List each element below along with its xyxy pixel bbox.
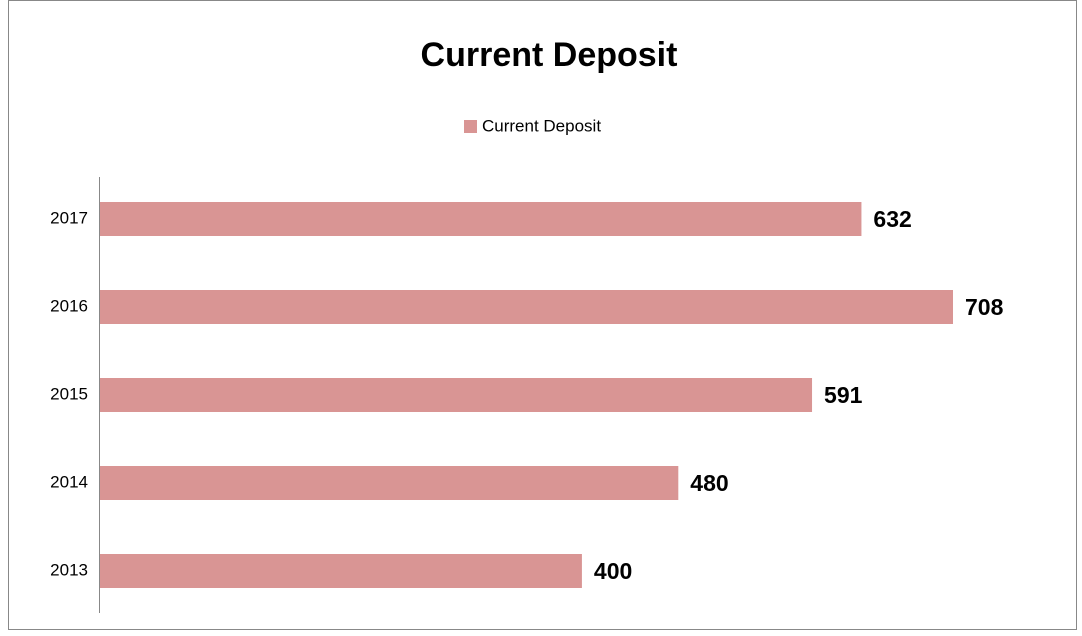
legend-swatch	[464, 120, 477, 133]
y-tick-label: 2017	[50, 208, 88, 227]
chart-title: Current Deposit	[421, 36, 678, 74]
data-label: 400	[594, 558, 632, 584]
data-label: 591	[824, 382, 863, 408]
data-label: 708	[965, 294, 1004, 320]
bar	[100, 466, 679, 500]
y-tick-label: 2013	[50, 560, 88, 579]
data-label: 632	[873, 206, 911, 232]
legend-label: Current Deposit	[482, 116, 601, 135]
bar	[100, 290, 953, 324]
bar	[100, 554, 582, 588]
y-tick-label: 2016	[50, 296, 88, 315]
data-label: 480	[690, 470, 728, 496]
y-tick-label: 2015	[50, 384, 88, 403]
bar	[100, 378, 813, 412]
y-tick-label: 2014	[50, 472, 88, 491]
bar	[100, 202, 862, 236]
